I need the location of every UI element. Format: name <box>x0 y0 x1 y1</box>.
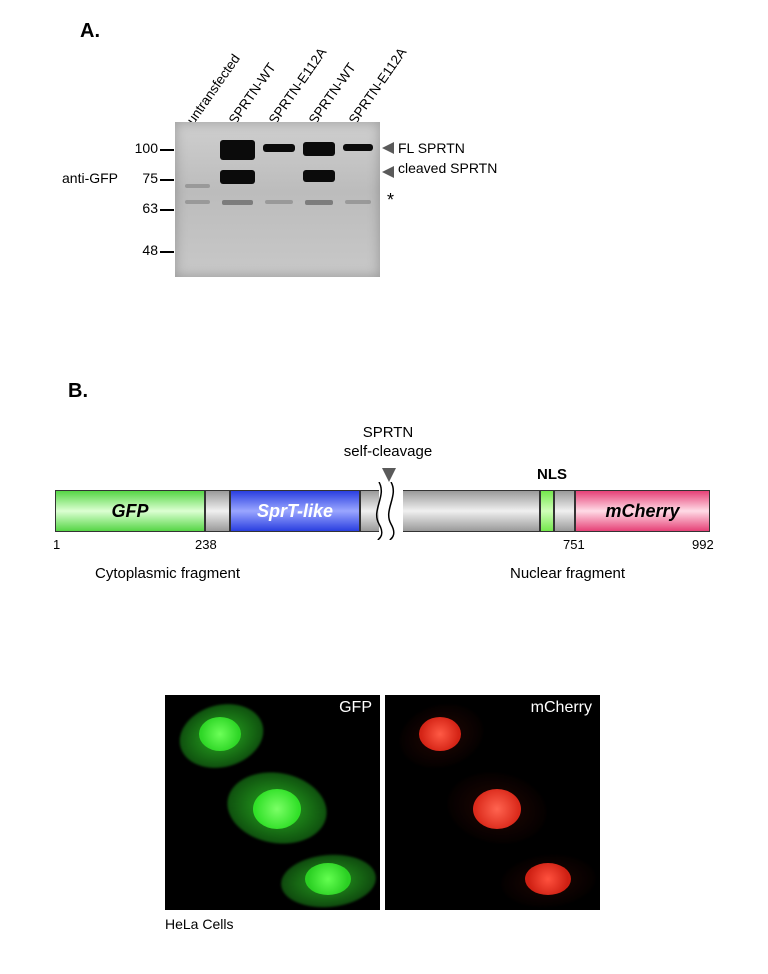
band <box>343 144 373 151</box>
channel-label: mCherry <box>531 699 592 717</box>
microscopy-mcherry: mCherry <box>385 695 600 910</box>
figure-page: A. untransfected SPRTN-WT SPRTN-E112A SP… <box>0 0 768 974</box>
lane-label: SPRTN-E112A <box>346 45 410 127</box>
channel-label: GFP <box>339 699 372 717</box>
mw-tick <box>160 179 174 181</box>
arrowhead-icon <box>382 166 394 178</box>
mw-tick <box>160 149 174 151</box>
band <box>220 170 255 184</box>
coord-gfp-end: 238 <box>195 537 217 552</box>
segment-spacer <box>554 490 575 532</box>
mw-label: 100 <box>118 140 158 156</box>
coord-mcherry-start: 751 <box>563 537 585 552</box>
mw-label: 75 <box>118 170 158 186</box>
coord-end: 992 <box>692 537 714 552</box>
band <box>220 140 255 160</box>
band <box>345 200 371 204</box>
segment-sprt: SprT-like <box>230 490 360 532</box>
band <box>303 142 335 156</box>
western-blot <box>175 122 380 277</box>
cell-nucleus <box>305 863 351 895</box>
segment-nls <box>540 490 554 532</box>
band <box>263 144 295 152</box>
cell-nucleus <box>473 789 521 829</box>
segment-spacer <box>205 490 230 532</box>
segment-gfp: GFP <box>55 490 205 532</box>
mw-label: 48 <box>118 242 158 258</box>
band <box>185 184 210 188</box>
cleavage-label: SPRTN <box>328 424 448 441</box>
domain-diagram: GFP SprT-like mCherry <box>55 490 710 532</box>
cell-nucleus <box>199 717 241 751</box>
cell-line-caption: HeLa Cells <box>165 916 233 932</box>
down-arrowhead-icon <box>382 468 396 482</box>
panel-b-label: B. <box>68 380 88 403</box>
mw-tick <box>160 209 174 211</box>
band-label-cleaved: cleaved SPRTN <box>398 160 497 176</box>
break-icon <box>373 482 399 540</box>
nls-label: NLS <box>537 466 567 483</box>
fragment-left: Cytoplasmic fragment <box>95 565 240 582</box>
band <box>303 170 335 182</box>
arrowhead-icon <box>382 142 394 154</box>
band <box>305 200 333 205</box>
coord-start: 1 <box>53 537 60 552</box>
microscopy-gfp: GFP <box>165 695 380 910</box>
cell-nucleus <box>419 717 461 751</box>
panel-a-label: A. <box>80 20 100 43</box>
mw-tick <box>160 251 174 253</box>
antibody-label: anti-GFP <box>62 170 118 186</box>
band <box>222 200 253 205</box>
asterisk-marker: * <box>387 190 394 211</box>
cell-nucleus <box>253 789 301 829</box>
segment-mcherry: mCherry <box>575 490 710 532</box>
fragment-right: Nuclear fragment <box>510 565 625 582</box>
band <box>185 200 210 204</box>
band-label-fl: FL SPRTN <box>398 140 465 156</box>
mw-label: 63 <box>118 200 158 216</box>
cell-nucleus <box>525 863 571 895</box>
band <box>265 200 293 204</box>
cleavage-label: self-cleavage <box>328 443 448 460</box>
